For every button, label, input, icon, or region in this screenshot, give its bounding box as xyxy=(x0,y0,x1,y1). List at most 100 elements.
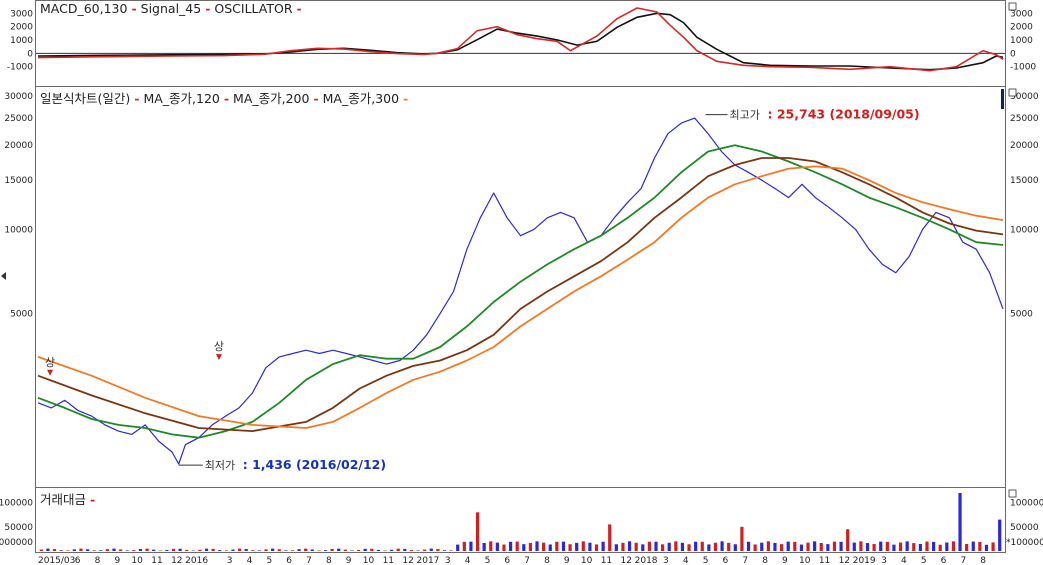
price-ytick-left: 10000 xyxy=(4,225,33,235)
macd-pane[interactable] xyxy=(35,0,1006,87)
moving-average-line-1 xyxy=(37,144,1004,439)
macd-layer xyxy=(36,7,1005,72)
volume-bar xyxy=(746,541,751,551)
price-ytick-right: 25000 xyxy=(1010,114,1039,124)
volume-bar xyxy=(661,544,665,551)
max-price-value: : 25,743 (2018/09/05) xyxy=(768,107,920,122)
volume-bar xyxy=(317,550,321,551)
volume-bar xyxy=(224,550,228,551)
volume-bar xyxy=(720,541,724,551)
volume-bar xyxy=(522,544,526,551)
volume-bar xyxy=(542,542,546,551)
x-tick-label: 2016 xyxy=(185,556,208,565)
scroll-marker-icon xyxy=(1001,89,1004,109)
x-tick-label: 4 xyxy=(247,556,253,565)
min-price-label: 최저가 xyxy=(205,459,235,472)
volume-bar xyxy=(674,541,678,551)
x-tick-label: 12 xyxy=(402,556,413,565)
price-candle-series xyxy=(37,117,1004,465)
scroll-left-arrow-icon xyxy=(1,272,6,280)
x-tick-label: 6 xyxy=(286,556,292,565)
x-tick-label: 12 xyxy=(171,556,182,565)
limit-up-marker-0: 상 xyxy=(45,356,55,369)
volume-bar xyxy=(231,549,235,551)
x-tick-label: 8 xyxy=(980,556,986,565)
volume-ytick-left: 50000 xyxy=(4,523,33,533)
volume-bar xyxy=(806,542,810,551)
x-tick-label: 11 xyxy=(819,556,830,565)
volume-bar xyxy=(449,550,453,551)
volume-pane[interactable] xyxy=(35,487,1006,553)
x-tick-label: 5 xyxy=(703,556,709,565)
volume-bar xyxy=(376,549,380,551)
macd-ytick-right: 2000 xyxy=(1010,23,1033,33)
volume-bar xyxy=(171,548,176,551)
volume-bar xyxy=(588,542,592,551)
x-tick-label: 4 xyxy=(683,556,689,565)
moving-average-line-2 xyxy=(37,157,1004,432)
x-tick-label: 12 xyxy=(839,556,850,565)
x-tick-label: 7 xyxy=(742,556,748,565)
macd-ytick-right: 0 xyxy=(1010,49,1016,59)
volume-bar xyxy=(132,550,136,551)
volume-bar xyxy=(707,544,711,551)
volume-bar xyxy=(66,550,70,551)
volume-bar xyxy=(925,541,929,551)
macd-ytick-left: 2000 xyxy=(10,23,33,33)
macd-legend-oscillator: OSCILLATOR xyxy=(214,1,293,16)
volume-bar xyxy=(872,544,876,551)
price-layer: 상상 xyxy=(37,117,1004,465)
x-tick-label: 10 xyxy=(363,556,375,565)
macd-ytick-left: 1000 xyxy=(10,36,33,46)
volume-bar xyxy=(218,550,222,551)
volume-bar xyxy=(865,543,870,551)
volume-bar xyxy=(581,541,585,551)
price-pane-maximize-icon xyxy=(1008,88,1017,97)
volume-bar xyxy=(277,549,281,551)
price-ytick-left: 30000 xyxy=(4,92,33,102)
volume-bar xyxy=(561,541,566,551)
volume-bar xyxy=(185,549,189,551)
volume-bar xyxy=(984,544,989,551)
x-tick-label: 10 xyxy=(581,556,593,565)
volume-bar xyxy=(766,541,770,551)
price-legend-ma120: MA_종가,120 xyxy=(143,91,220,106)
volume-bar xyxy=(647,541,651,551)
volume-bar xyxy=(423,549,427,551)
price-legend-candles: 일본식차트(일간) xyxy=(40,91,131,106)
volume-bar xyxy=(39,549,43,551)
volume-bar xyxy=(773,542,777,551)
volume-bar xyxy=(918,543,922,551)
x-tick-label: 7 xyxy=(306,556,312,565)
volume-bar xyxy=(779,544,784,551)
volume-bar xyxy=(713,542,718,551)
x-tick-label: 6 xyxy=(941,556,947,565)
volume-bar xyxy=(310,549,314,551)
volume-bar xyxy=(145,548,149,551)
volume-bar xyxy=(727,542,731,551)
macd-series-line-1 xyxy=(37,7,1004,72)
x-tick-label: 4 xyxy=(901,556,907,565)
price-ytick-left: 15000 xyxy=(4,176,33,186)
min-price-value: : 1,436 (2016/02/12) xyxy=(243,457,386,472)
volume-bar xyxy=(72,549,76,551)
volume-bar xyxy=(396,548,400,551)
volume-bar xyxy=(257,550,262,551)
volume-ytick-right: 100000 xyxy=(1010,499,1043,509)
volume-bar xyxy=(59,550,63,551)
volume-layer xyxy=(39,493,1002,551)
volume-bar xyxy=(337,548,341,551)
x-tick-label: 2015/03 xyxy=(38,556,75,565)
moving-average-line-3 xyxy=(37,165,1004,429)
price-pane[interactable] xyxy=(35,86,1006,488)
x-tick-label: 11 xyxy=(601,556,612,565)
volume-bar xyxy=(614,544,618,551)
volume-bar xyxy=(370,548,374,551)
volume-pane-maximize-icon xyxy=(1008,489,1017,498)
volume-bar xyxy=(363,548,367,551)
volume-bar xyxy=(634,542,638,551)
macd-ytick-right: 1000 xyxy=(1010,36,1033,46)
x-tick-label: 4 xyxy=(465,556,471,565)
volume-bar xyxy=(323,550,328,551)
